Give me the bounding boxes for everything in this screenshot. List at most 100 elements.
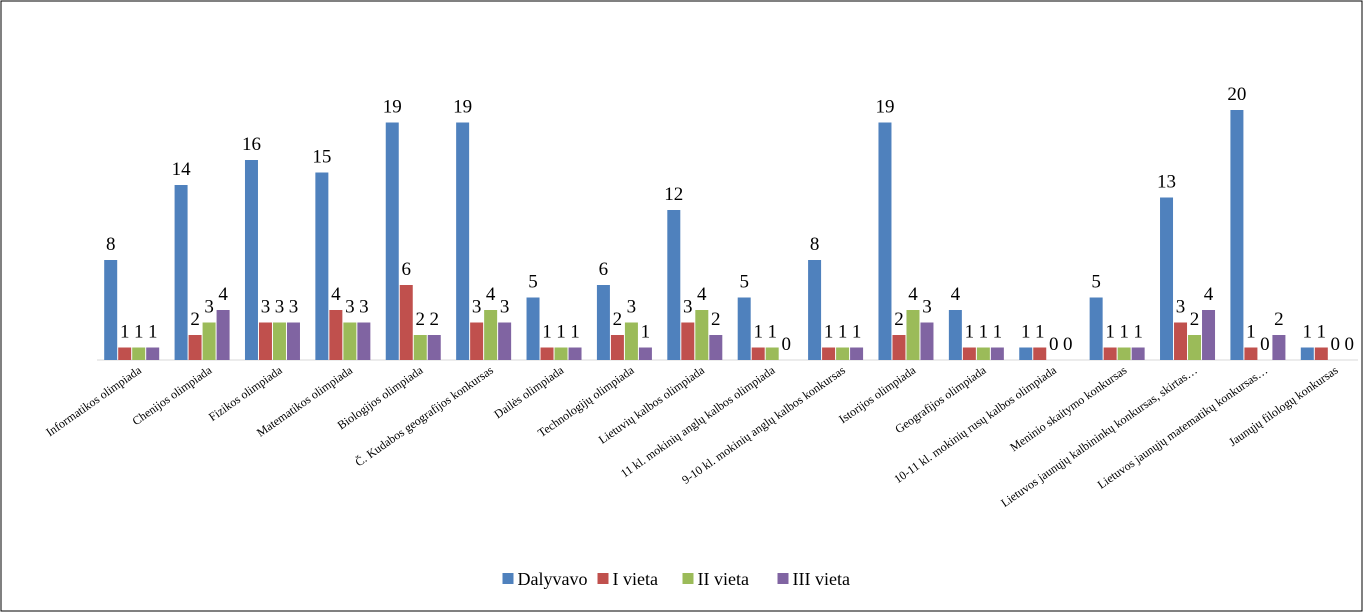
data-label: 4 (697, 284, 707, 305)
data-label: 1 (979, 322, 989, 343)
data-label: 3 (627, 297, 637, 318)
legend-label: I vieta (613, 569, 658, 589)
data-label: 8 (106, 234, 116, 255)
data-label: 1 (120, 322, 130, 343)
bar (456, 122, 470, 360)
legend-swatch (597, 573, 609, 584)
data-label: 1 (542, 322, 552, 343)
data-label: 1 (641, 322, 651, 343)
data-label: 1 (570, 322, 580, 343)
data-label: 19 (453, 97, 472, 118)
data-label: 1 (1317, 322, 1327, 343)
bar (906, 310, 920, 360)
data-label: 1 (556, 322, 566, 343)
bar (132, 347, 146, 360)
data-label: 19 (383, 97, 402, 118)
bar (836, 347, 850, 360)
bar (470, 322, 484, 360)
bar (202, 322, 216, 360)
bar (1202, 310, 1216, 360)
bar (329, 310, 343, 360)
data-label: 4 (951, 284, 961, 305)
bar (1033, 347, 1047, 360)
bar (413, 335, 427, 360)
data-label: 1 (148, 322, 158, 343)
bar (765, 347, 779, 360)
bar (174, 185, 188, 360)
bar (638, 347, 652, 360)
data-label: 0 (781, 334, 791, 355)
data-label: 3 (472, 297, 482, 318)
bar (258, 322, 272, 360)
bar (681, 322, 695, 360)
legend-swatch (682, 573, 694, 584)
data-label: 4 (908, 284, 918, 305)
data-label: 1 (753, 322, 763, 343)
data-label: 4 (218, 284, 228, 305)
data-label: 16 (242, 134, 261, 155)
data-label: 3 (275, 297, 285, 318)
data-label: 1 (965, 322, 975, 343)
data-label: 5 (528, 272, 538, 293)
data-label: 2 (1190, 309, 1200, 330)
data-label: 0 (1049, 334, 1059, 355)
data-label: 0 (1260, 334, 1270, 355)
bar (1174, 322, 1188, 360)
data-label: 1 (1021, 322, 1031, 343)
data-label: 3 (922, 297, 932, 318)
data-label: 2 (711, 309, 721, 330)
bar (751, 347, 765, 360)
bar (737, 297, 751, 360)
bar (286, 322, 300, 360)
data-label: 1 (852, 322, 862, 343)
bar (990, 347, 1004, 360)
data-label: 3 (345, 297, 355, 318)
data-label: 0 (1331, 334, 1341, 355)
data-label: 1 (1246, 322, 1256, 343)
bar (399, 285, 413, 360)
data-label: 3 (359, 297, 369, 318)
data-label: 14 (172, 159, 192, 180)
data-label: 19 (875, 97, 894, 118)
bar (427, 335, 441, 360)
data-label: 3 (204, 297, 214, 318)
bar (610, 335, 624, 360)
data-label: 1 (824, 322, 834, 343)
data-label: 1 (1119, 322, 1129, 343)
bar (540, 347, 554, 360)
legend-label: III vieta (793, 569, 850, 589)
data-label: 2 (894, 309, 904, 330)
bar (1019, 347, 1033, 360)
data-label: 1 (838, 322, 848, 343)
bar (1131, 347, 1145, 360)
data-label: 15 (312, 147, 331, 168)
data-label: 0 (1345, 334, 1355, 355)
bar (216, 310, 230, 360)
bar (188, 335, 202, 360)
bar (976, 347, 990, 360)
data-label: 2 (190, 309, 200, 330)
bar (892, 335, 906, 360)
bar (850, 347, 864, 360)
bar (104, 260, 118, 360)
bar (272, 322, 286, 360)
data-label: 12 (664, 184, 683, 205)
bar (1272, 335, 1286, 360)
data-label: 8 (810, 234, 820, 255)
bar (695, 310, 709, 360)
data-label: 1 (1035, 322, 1045, 343)
data-label: 0 (1063, 334, 1073, 355)
bar (146, 347, 160, 360)
data-label: 13 (1157, 172, 1176, 193)
bar (962, 347, 976, 360)
bar (385, 122, 399, 360)
bar (1089, 297, 1103, 360)
data-label: 4 (486, 284, 496, 305)
bar (568, 347, 582, 360)
bar (822, 347, 836, 360)
bar (244, 160, 258, 360)
data-label: 5 (1091, 272, 1101, 293)
data-label: 1 (1303, 322, 1313, 343)
